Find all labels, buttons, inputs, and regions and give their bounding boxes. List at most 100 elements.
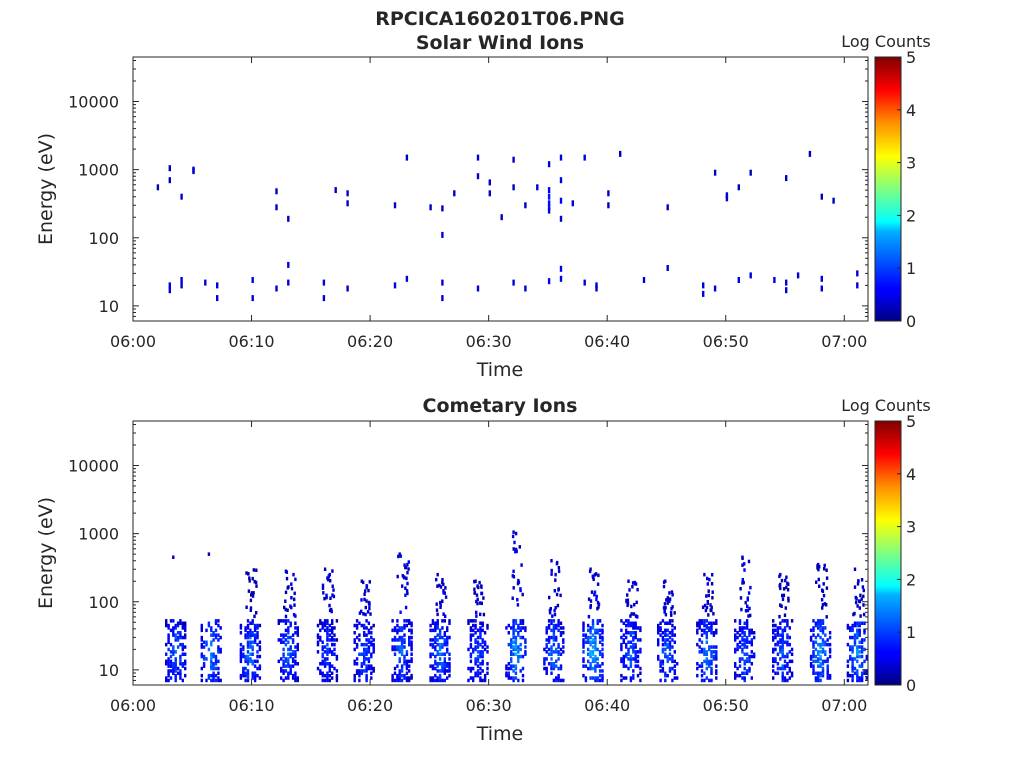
heatmap-cell (657, 654, 660, 659)
heatmap-cell (242, 673, 245, 678)
heatmap-cell (436, 623, 439, 628)
heatmap-cell (636, 659, 640, 664)
heatmap-cell (856, 633, 859, 637)
heatmap-cell (367, 664, 371, 668)
heatmap-cell (545, 626, 548, 630)
heatmap-cell (748, 640, 751, 644)
heatmap-cell (825, 615, 828, 619)
heatmap-cell (174, 657, 177, 661)
heatmap-cell (367, 645, 371, 649)
heatmap-cell (483, 631, 487, 635)
heatmap-cell (217, 678, 220, 683)
heatmap-cell (860, 621, 864, 625)
heatmap-cell (774, 633, 777, 637)
heatmap-cell (280, 619, 283, 623)
heatmap-cell (824, 659, 827, 664)
heatmap-cell (779, 647, 782, 652)
heatmap-cell (474, 626, 477, 630)
heatmap-cell (319, 669, 322, 673)
heatmap-cell (639, 647, 642, 652)
heatmap-cell (363, 597, 366, 602)
heatmap-cell (472, 647, 475, 652)
heatmap-cell (321, 647, 324, 652)
heatmap-cell (289, 645, 292, 649)
heatmap-cell (781, 638, 784, 642)
heatmap-cell (476, 673, 480, 678)
heatmap-cell (786, 671, 789, 675)
heatmap-cell (708, 628, 711, 633)
heatmap-cell (630, 612, 633, 616)
heatmap-cell (184, 645, 187, 649)
heatmap-cell (369, 612, 372, 616)
heatmap-cell (179, 669, 182, 673)
heatmap-cell (442, 582, 445, 587)
heatmap-cell (181, 652, 184, 656)
heatmap-cell (319, 621, 322, 625)
heatmap-cell (596, 664, 599, 668)
heatmap-cell (809, 628, 813, 633)
heatmap-cell (481, 650, 484, 654)
heatmap-cell (734, 638, 737, 642)
x-tick-label: 06:00 (110, 332, 156, 351)
heatmap-cell (557, 676, 560, 680)
heatmap-cell (253, 664, 257, 668)
heatmap-cell (239, 676, 243, 680)
heatmap-cell (634, 654, 637, 659)
heatmap-cell (734, 619, 737, 623)
heatmap-cell (635, 600, 638, 605)
heatmap-cell (505, 671, 508, 675)
heatmap-cell (632, 631, 635, 635)
heatmap-cell (355, 619, 359, 623)
heatmap-cell (184, 621, 187, 625)
heatmap-cell (629, 645, 633, 649)
x-axis: 06:00 06:10 06:20 06:30 06:40 06:50 07:00 (110, 421, 867, 715)
heatmap-cell (476, 640, 480, 644)
heatmap-cell (289, 654, 292, 659)
heatmap-cell (441, 578, 444, 582)
heatmap-cell (861, 585, 865, 589)
heatmap-cell (434, 662, 437, 666)
heatmap-cell (512, 676, 515, 680)
heatmap-cell (372, 650, 375, 654)
heatmap-cell (856, 604, 859, 608)
heatmap-cell (328, 662, 331, 666)
heatmap-cell (214, 635, 218, 640)
heatmap-cell (280, 676, 283, 680)
heatmap-cell (601, 642, 604, 647)
heatmap-cell (514, 671, 518, 675)
heatmap-cell (481, 662, 484, 666)
heatmap-cell (500, 214, 503, 221)
heatmap-cell (353, 673, 356, 678)
heatmap-cell (657, 640, 660, 644)
heatmap-cell (856, 623, 859, 628)
heatmap-cell (514, 652, 518, 656)
heatmap-cell (846, 626, 850, 630)
heatmap-cell (165, 676, 168, 680)
heatmap-cell (358, 652, 361, 656)
heatmap-cell (589, 604, 592, 608)
heatmap-cell (736, 666, 739, 671)
heatmap-cell (200, 645, 203, 649)
heatmap-cell (774, 659, 777, 664)
heatmap-cell (705, 676, 708, 680)
heatmap-cell (601, 678, 604, 683)
heatmap-cell (398, 647, 401, 652)
heatmap-cell (444, 595, 448, 599)
heatmap-cell (326, 647, 329, 652)
heatmap-cell (397, 554, 400, 559)
heatmap-cell (478, 580, 481, 585)
colorbar-tick-label: 0 (906, 312, 916, 331)
heatmap-cell (358, 633, 361, 637)
heatmap-cell (846, 678, 850, 683)
heatmap-cell (400, 652, 404, 656)
heatmap-cell (321, 673, 324, 678)
heatmap-cell (698, 645, 701, 649)
heatmap-cell (671, 605, 674, 609)
x-tick-label: 06:50 (703, 332, 749, 351)
heatmap-cell (856, 645, 859, 649)
heatmap-cell (594, 642, 597, 647)
heatmap-cell (517, 678, 520, 683)
heatmap-cell (249, 645, 252, 649)
